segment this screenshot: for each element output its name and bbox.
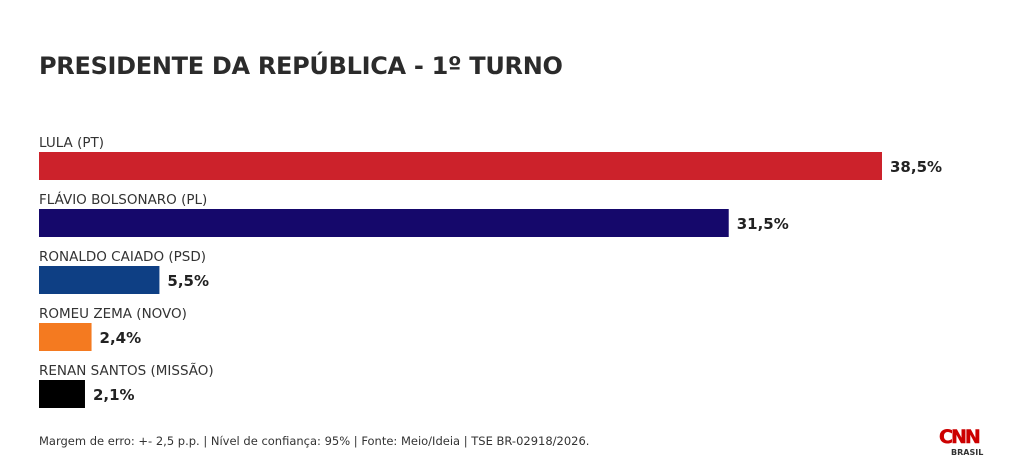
bar-chart: LULA (PT) 38,5% FLÁVIO BOLSONARO (PL) 31,5%… [39,135,942,408]
value-label: 2,4% [100,329,142,347]
bar [39,152,882,180]
bar [39,323,92,351]
bar [39,209,729,237]
bar [39,380,85,408]
value-label: 2,1% [93,386,135,404]
category-label: LULA (PT) [39,135,104,151]
category-label: FLÁVIO BOLSONARO (PL) [39,191,207,208]
footnote: Margem de erro: +- 2,5 p.p. | Nível de c… [39,434,590,448]
logo-main-text: CNN [939,426,980,448]
value-label: 5,5% [167,272,209,290]
category-label: ROMEU ZEMA (NOVO) [39,306,187,322]
bar [39,266,160,294]
value-label: 38,5% [890,158,942,176]
cnn-brasil-logo: CNN BRASIL [939,426,984,457]
category-label: RENAN SANTOS (MISSÃO) [39,362,214,379]
logo-sub-text: BRASIL [951,448,983,457]
category-label: RONALDO CAIADO (PSD) [39,249,206,265]
value-label: 31,5% [737,215,789,233]
chart-title: PRESIDENTE DA REPÚBLICA - 1º TURNO [39,52,563,80]
